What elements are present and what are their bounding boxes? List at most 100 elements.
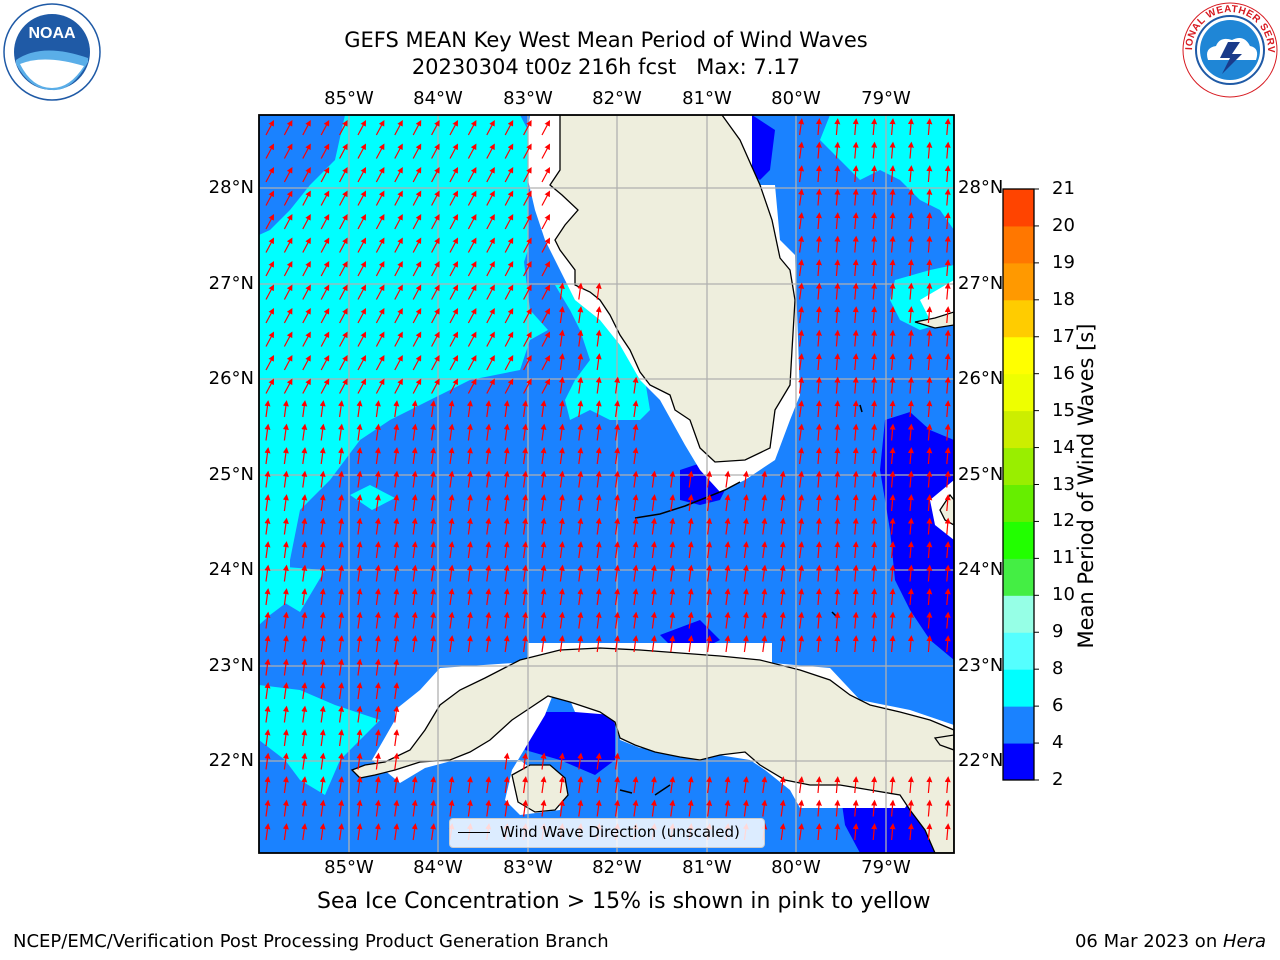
wind-wave-arrow (374, 541, 381, 559)
wind-wave-arrow (815, 235, 822, 253)
wind-wave-arrow (394, 143, 403, 159)
wind-wave-arrow (503, 588, 510, 606)
wind-wave-arrow (852, 517, 859, 535)
wind-wave-arrow (394, 213, 403, 230)
wind-wave-arrow (907, 282, 914, 300)
wind-wave-arrow (761, 588, 768, 606)
wind-wave-arrow (394, 284, 403, 300)
wind-wave-arrow (393, 564, 400, 582)
wind-wave-arrow (431, 331, 440, 347)
wind-wave-arrows (264, 118, 951, 841)
wind-wave-arrow (466, 400, 473, 418)
wind-wave-arrow (375, 260, 385, 277)
wind-wave-arrow (871, 329, 878, 347)
wind-wave-arrow (889, 517, 896, 535)
wind-wave-arrow (265, 213, 275, 230)
wind-wave-arrow (523, 166, 532, 183)
wind-wave-arrow (577, 541, 584, 559)
wind-wave-arrow (301, 470, 308, 488)
wind-wave-arrow (485, 517, 492, 535)
wind-wave-arrow (375, 119, 385, 136)
wind-wave-arrow (779, 588, 786, 606)
wind-wave-arrow (889, 118, 896, 136)
wind-wave-arrow (687, 470, 694, 488)
lat-label-right: 28°N (958, 177, 1004, 198)
wind-wave-arrow (467, 284, 477, 300)
wind-wave-arrow (595, 635, 602, 653)
wind-wave-arrow (301, 729, 308, 747)
wind-wave-arrow (301, 517, 308, 535)
wind-wave-arrow (265, 378, 275, 394)
wind-wave-arrow (871, 376, 878, 394)
wind-wave-arrow (356, 400, 363, 418)
cyan-region-florida-coast (555, 285, 650, 420)
wind-wave-arrow (632, 564, 639, 582)
wind-wave-arrow (466, 635, 473, 653)
wind-wave-arrow (430, 447, 437, 465)
wind-wave-arrow (375, 284, 385, 300)
wind-wave-arrow (393, 423, 400, 441)
sea-ice-caption: Sea Ice Concentration > 15% is shown in … (317, 889, 931, 914)
wind-wave-arrow (540, 494, 547, 512)
wind-wave-arrow (540, 611, 547, 629)
wind-wave-arrow (779, 635, 786, 653)
wind-wave-arrow (871, 188, 878, 206)
wind-wave-arrow (320, 237, 330, 253)
wind-wave-arrow (301, 611, 308, 629)
wind-wave-arrow (907, 400, 914, 418)
wind-wave-arrow (798, 282, 805, 300)
wind-wave-arrow (301, 588, 308, 606)
wind-wave-arrow (595, 611, 602, 629)
footer-date: 06 Mar 2023 on Hera (1075, 931, 1266, 952)
wind-wave-arrow (632, 517, 639, 535)
wind-wave-arrow (669, 564, 676, 582)
wind-wave-arrow (301, 541, 308, 559)
wind-wave-arrow (283, 378, 293, 394)
wind-wave-arrow (614, 400, 621, 418)
cyan-region-sw (259, 565, 325, 620)
wind-wave-arrow (431, 354, 440, 371)
wind-wave-arrow (282, 588, 289, 606)
wind-wave-arrow (282, 776, 289, 794)
wind-wave-arrow (411, 494, 418, 512)
florida-land (549, 115, 796, 463)
wind-wave-arrow (632, 376, 639, 394)
wind-wave-arrow (742, 611, 749, 629)
wind-wave-arrow (485, 635, 492, 653)
wind-wave-arrow (834, 564, 841, 582)
wind-wave-arrow (522, 611, 529, 629)
wind-wave-arrow (650, 541, 657, 559)
wind-wave-arrow (779, 517, 786, 535)
wind-wave-arrow (595, 541, 602, 559)
wind-wave-arrow (834, 494, 841, 512)
wind-wave-arrow (466, 588, 473, 606)
wind-wave-arrow (815, 282, 822, 300)
wind-wave-arrow (283, 213, 293, 230)
wind-wave-arrow (889, 141, 896, 159)
andros-land (933, 734, 954, 751)
wind-wave-arrow (448, 494, 455, 512)
wind-wave-arrow (265, 307, 275, 324)
wind-wave-arrow (871, 306, 878, 324)
wind-wave-arrow (265, 237, 275, 253)
wind-wave-arrow (430, 588, 437, 606)
wind-wave-arrow (798, 823, 805, 841)
wind-wave-arrow (669, 541, 676, 559)
colorbar-segment (1003, 336, 1034, 375)
wind-wave-arrow (852, 588, 859, 606)
wind-wave-arrow (357, 166, 367, 183)
wind-wave-arrow (522, 635, 529, 653)
wind-wave-arrow (467, 331, 477, 347)
wind-wave-arrow (632, 447, 639, 465)
wind-wave-arrow (412, 143, 422, 159)
wind-wave-arrow (834, 353, 841, 371)
wind-wave-arrow (558, 752, 565, 770)
wind-wave-arrow (338, 494, 345, 512)
wind-wave-arrow (356, 470, 363, 488)
wind-wave-arrow (485, 611, 492, 629)
wind-wave-arrow (798, 235, 805, 253)
wind-wave-arrow (394, 166, 403, 183)
wind-wave-arrow (302, 260, 311, 277)
wind-wave-arrow (523, 331, 532, 347)
wind-wave-arrow (522, 447, 529, 465)
